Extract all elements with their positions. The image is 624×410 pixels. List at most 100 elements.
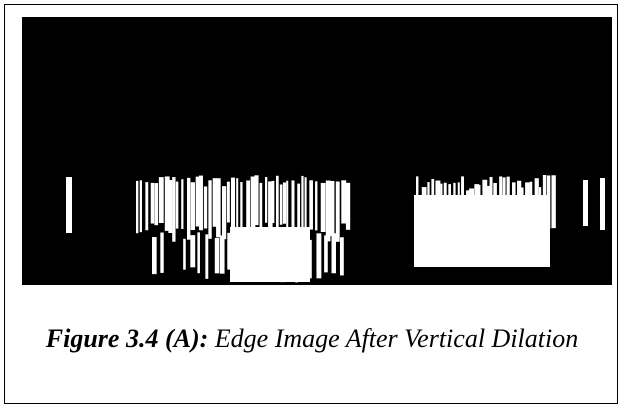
edge-bar (478, 185, 480, 244)
edge-bar (205, 234, 208, 279)
edge-bar (583, 180, 588, 226)
edge-bar (196, 177, 199, 227)
edge-bar (453, 183, 455, 223)
edge-bar (305, 177, 307, 228)
edge-bar (309, 180, 313, 229)
edge-bar (160, 233, 163, 273)
edge-bar (265, 177, 267, 223)
edge-bar (503, 177, 506, 220)
edge-bar (535, 178, 539, 221)
edge-bar (236, 178, 238, 241)
edge-bar (330, 181, 334, 236)
edge-bar (287, 233, 289, 271)
edge-bar (525, 182, 530, 225)
edge-bar (309, 240, 312, 278)
edge-bar (254, 175, 258, 225)
edge-image (22, 17, 612, 285)
edge-bar (145, 182, 148, 230)
edge-bar (152, 237, 157, 274)
edge-bar (346, 183, 350, 230)
page: Figure 3.4 (A): Edge Image After Vertica… (0, 0, 624, 410)
edge-bar (486, 186, 490, 226)
caption-text: Edge Image After Vertical Dilation (215, 324, 578, 353)
edge-bar (283, 182, 286, 223)
edge-bar (507, 177, 510, 226)
figure-label: Figure 3.4 (A): (46, 324, 209, 353)
edge-bar (416, 176, 418, 227)
edge-bar (183, 239, 186, 270)
edge-bar (197, 232, 200, 273)
edge-bar (172, 177, 175, 242)
edge-bar (237, 233, 240, 279)
edge-bar (316, 233, 321, 278)
edge-bar (547, 175, 550, 228)
edge-bar (199, 176, 203, 231)
edge-bar (340, 237, 344, 275)
edge-bar (216, 178, 221, 237)
edge-bar (448, 184, 451, 242)
edge-bar (140, 180, 142, 232)
edge-bar (326, 181, 331, 242)
edge-bar (324, 235, 328, 272)
edge-bar (422, 187, 427, 240)
edge-bar (250, 236, 252, 268)
edge-bar (240, 182, 242, 231)
edge-bar (521, 188, 524, 246)
edge-bar (301, 235, 306, 269)
edge-bar (600, 178, 605, 230)
edge-bar (227, 233, 230, 270)
edge-bar (427, 182, 429, 249)
edge-bar (280, 184, 282, 224)
edge-bar (295, 238, 298, 283)
edge-bar (458, 182, 460, 241)
edge-bar (233, 236, 236, 275)
edge-bar (512, 182, 516, 249)
edge-bar (181, 179, 183, 229)
edge-bar (341, 180, 346, 223)
edge-bar (490, 177, 493, 219)
edge-bar (231, 178, 235, 230)
edge-bar (517, 181, 521, 235)
edge-bar (336, 182, 340, 242)
edge-bar (204, 186, 207, 228)
edge-bar (301, 176, 303, 240)
edge-bar (222, 186, 226, 239)
edge-bar (271, 234, 276, 277)
edge-bar (315, 181, 317, 230)
edge-bar (551, 175, 555, 228)
edge-bar (258, 241, 262, 268)
edge-bar (291, 180, 294, 236)
edge-bar (260, 183, 263, 239)
edge-bar (159, 177, 164, 223)
edge-bar (286, 181, 288, 231)
edge-bar (469, 188, 474, 253)
edge-bar (280, 236, 284, 282)
edge-bar (264, 235, 268, 270)
edge-bar (244, 241, 247, 269)
edge-bar (539, 187, 541, 239)
edge-bar (220, 235, 225, 273)
edge-bar (136, 181, 138, 233)
edge-bar (499, 176, 502, 218)
edge-bar (431, 179, 434, 221)
edge-bar (176, 182, 178, 229)
edge-bar (168, 180, 172, 233)
edge-bar (543, 175, 546, 237)
edge-bar (435, 181, 440, 245)
edge-bar (332, 233, 336, 273)
edge-bar (461, 176, 464, 229)
edge-bar (191, 182, 195, 230)
edge-bar (190, 235, 195, 267)
edge-bar (276, 176, 279, 229)
edge-bar (246, 180, 250, 239)
edge-bar (297, 184, 300, 235)
edge-bar (227, 182, 230, 223)
edge-bar (66, 177, 72, 233)
edge-bar (272, 181, 275, 223)
edge-bar (530, 182, 533, 245)
edge-bar (154, 183, 158, 225)
figure-caption: Figure 3.4 (A): Edge Image After Vertica… (40, 322, 584, 355)
edge-bar (208, 180, 211, 239)
edge-bar (187, 178, 190, 240)
edge-bar (444, 183, 447, 230)
